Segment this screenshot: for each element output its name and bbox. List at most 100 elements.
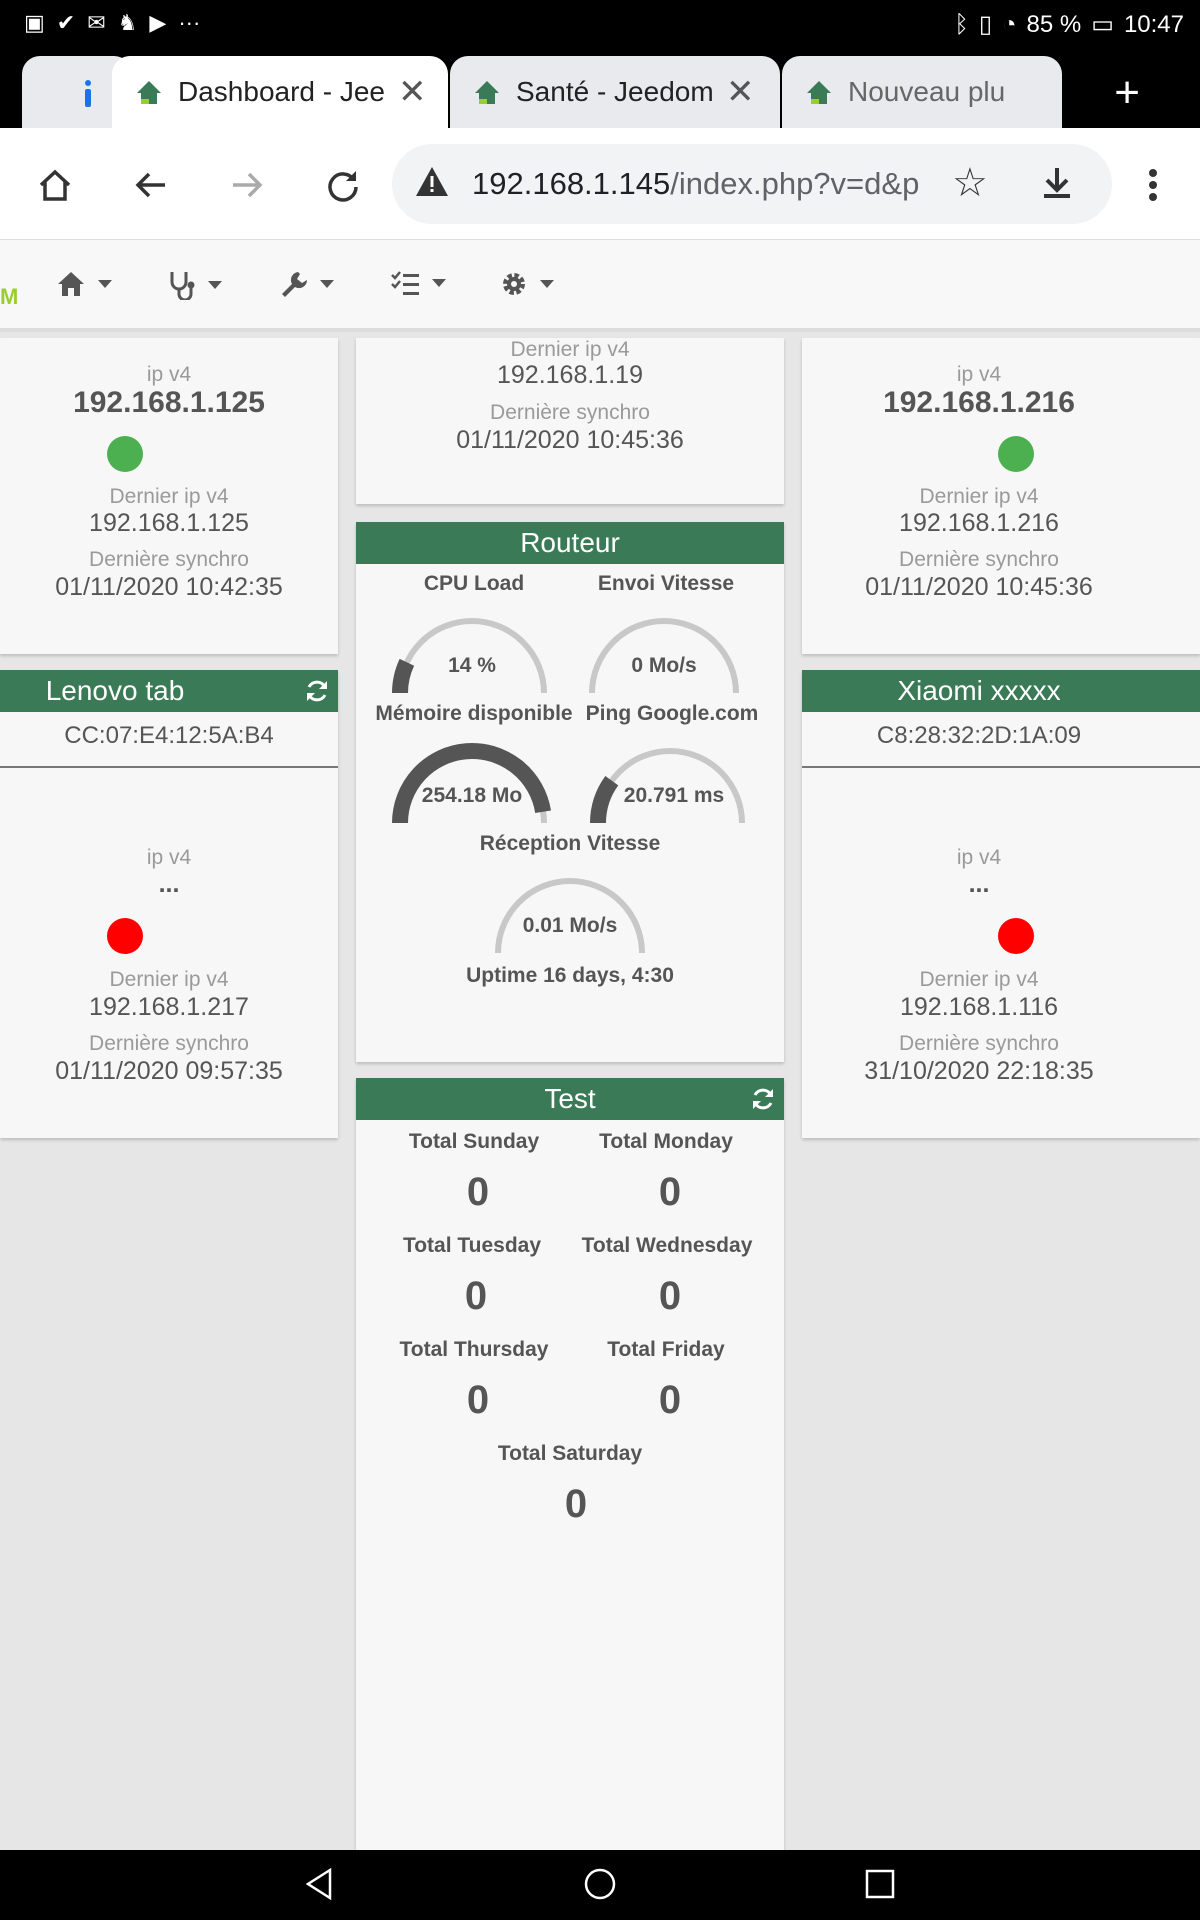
refresh-icon[interactable] <box>750 1086 776 1112</box>
widget-title: Test <box>544 1083 596 1114</box>
health-menu[interactable] <box>168 270 222 300</box>
cpu-load-gauge <box>392 618 547 694</box>
home-icon[interactable] <box>28 158 82 212</box>
test-widget: Test Total Sunday 0 Total Monday 0 Total… <box>356 1078 784 1850</box>
app-icon: ♞ <box>117 10 138 35</box>
menu-icon[interactable] <box>1126 158 1180 212</box>
send-speed-gauge <box>589 618 739 694</box>
sync-label: Dernière synchro <box>899 548 1059 571</box>
back-icon[interactable] <box>124 158 178 212</box>
total-wednesday-label: Total Wednesday <box>581 1234 753 1257</box>
warning-icon[interactable] <box>414 164 450 200</box>
download-icon[interactable] <box>1032 158 1082 208</box>
settings-menu[interactable] <box>500 270 554 298</box>
tab-dashboard[interactable]: Dashboard - Jee ✕ <box>112 56 448 128</box>
more-notifications-icon: ··· <box>178 10 201 35</box>
battery-icon: ▭ <box>1091 11 1114 38</box>
vibrate-icon: ▯ <box>978 11 993 38</box>
widget-title: Xiaomi xxxxx <box>897 675 1061 706</box>
sync-value: 01/11/2020 09:57:35 <box>55 1057 283 1085</box>
sync-value: 01/11/2020 10:42:35 <box>55 573 283 601</box>
recents-nav-icon[interactable] <box>860 1864 900 1904</box>
ip-label: ip v4 <box>956 363 1002 386</box>
ip-value: 192.168.1.216 <box>883 386 1075 419</box>
url-text: 192.168.1.145/index.php?v=d&p <box>472 166 919 202</box>
close-tab-icon[interactable]: ✕ <box>398 73 427 111</box>
total-sunday-label: Total Sunday <box>408 1130 540 1153</box>
youtube-icon: ▶ <box>149 10 167 35</box>
send-speed-label: Envoi Vitesse <box>597 572 735 595</box>
last-ip-label: Dernier ip v4 <box>919 485 1039 508</box>
ip-label: ip v4 <box>956 846 1002 869</box>
tab-title: Dashboard - Jee <box>178 76 386 107</box>
uptime: Uptime 16 days, 4:30 <box>466 964 674 987</box>
total-tuesday-label: Total Tuesday <box>402 1234 542 1257</box>
widget-header: Routeur <box>356 522 784 564</box>
device-widget-right-top: ip v4 192.168.1.216 Dernier ip v4 192.16… <box>802 338 1200 654</box>
last-ip-value: 192.168.1.125 <box>89 509 249 537</box>
last-ip-value: 192.168.1.116 <box>899 993 1059 1021</box>
clock: 10:47 <box>1123 10 1184 38</box>
last-ip-label: Dernier ip v4 <box>919 968 1039 991</box>
widget-header: Lenovo tab <box>0 670 338 712</box>
total-monday-value: 0 <box>658 1170 682 1214</box>
reload-icon[interactable] <box>316 158 370 212</box>
sync-value: 31/10/2020 22:18:35 <box>864 1057 1094 1085</box>
bookmark-star-icon[interactable]: ☆ <box>952 161 988 205</box>
home-nav-icon[interactable] <box>580 1864 620 1904</box>
wrench-icon <box>282 272 308 297</box>
tools-menu[interactable] <box>280 270 334 298</box>
cpu-load-label: CPU Load <box>423 572 525 595</box>
jeedom-logo[interactable]: M <box>0 284 19 309</box>
last-ip-value: 192.168.1.217 <box>89 993 249 1021</box>
sync-value: 01/11/2020 10:45:36 <box>456 426 684 454</box>
memory-value: 254.18 Mo <box>421 784 523 807</box>
widget-title: Routeur <box>520 527 620 558</box>
tab-nouveau[interactable]: Nouveau plu <box>782 56 1062 128</box>
new-tab-icon[interactable]: + <box>1114 68 1140 117</box>
notification-icons: ▣ ✔ ✉ ♞ ▶ ··· <box>24 10 200 36</box>
sync-value: 01/11/2020 10:45:36 <box>865 573 1093 601</box>
bluetooth-icon: ᛒ <box>954 10 969 38</box>
total-thursday-label: Total Thursday <box>399 1338 549 1361</box>
device-widget-xiaomi: Xiaomi xxxxx C8:28:32:2D:1A:09 ip v4 ...… <box>802 670 1200 1138</box>
ip-value: 192.168.1.125 <box>73 386 265 419</box>
url-path: /index.php?v=d&p <box>670 166 920 201</box>
jeedom-favicon <box>475 81 499 104</box>
widget-header: Test <box>356 1078 784 1120</box>
send-speed-value: 0 Mo/s <box>631 654 697 677</box>
refresh-icon[interactable] <box>304 678 330 704</box>
cpu-load-value: 14 % <box>448 654 496 677</box>
device-widget-lenovo: Lenovo tab CC:07:E4:12:5A:B4 ip v4 ... D… <box>0 670 338 1138</box>
forward-icon[interactable] <box>220 158 274 212</box>
last-ip-label: Dernier ip v4 <box>109 968 229 991</box>
mac-address: CC:07:E4:12:5A:B4 <box>0 712 338 768</box>
tab-title: Santé - Jeedom <box>516 76 714 107</box>
android-nav-bar <box>0 1850 1200 1920</box>
browser-toolbar: 192.168.1.145/index.php?v=d&p ☆ <box>0 128 1200 240</box>
last-ip-value: 192.168.1.216 <box>899 509 1059 537</box>
address-bar[interactable]: 192.168.1.145/index.php?v=d&p ☆ <box>392 144 1112 224</box>
online-status-dot <box>998 436 1034 472</box>
ip-value: ... <box>158 870 180 898</box>
last-ip-label: Dernier ip v4 <box>510 338 630 361</box>
ping-value: 20.791 ms <box>623 784 725 807</box>
mail-icon: ✉ <box>87 10 106 35</box>
tasks-menu[interactable] <box>390 270 446 296</box>
battery-percent: 85 % <box>1026 10 1082 38</box>
tab-sante[interactable]: Santé - Jeedom ✕ <box>450 56 780 128</box>
offline-status-dot <box>107 918 143 954</box>
sync-label: Dernière synchro <box>490 401 650 424</box>
back-nav-icon[interactable] <box>300 1864 340 1904</box>
task-list-icon <box>391 271 419 295</box>
notification-icon: ▣ <box>24 10 45 35</box>
ping-label: Ping Google.com <box>585 702 759 725</box>
ping-gauge <box>590 748 745 824</box>
jeedom-nav: M <box>0 240 1200 332</box>
receive-speed-gauge <box>495 878 645 954</box>
wifi-icon: ◔ <box>1002 10 1017 38</box>
home-menu[interactable] <box>56 270 112 298</box>
total-saturday-value: 0 <box>564 1482 588 1526</box>
close-tab-icon[interactable]: ✕ <box>726 73 755 111</box>
last-ip-label: Dernier ip v4 <box>109 485 229 508</box>
